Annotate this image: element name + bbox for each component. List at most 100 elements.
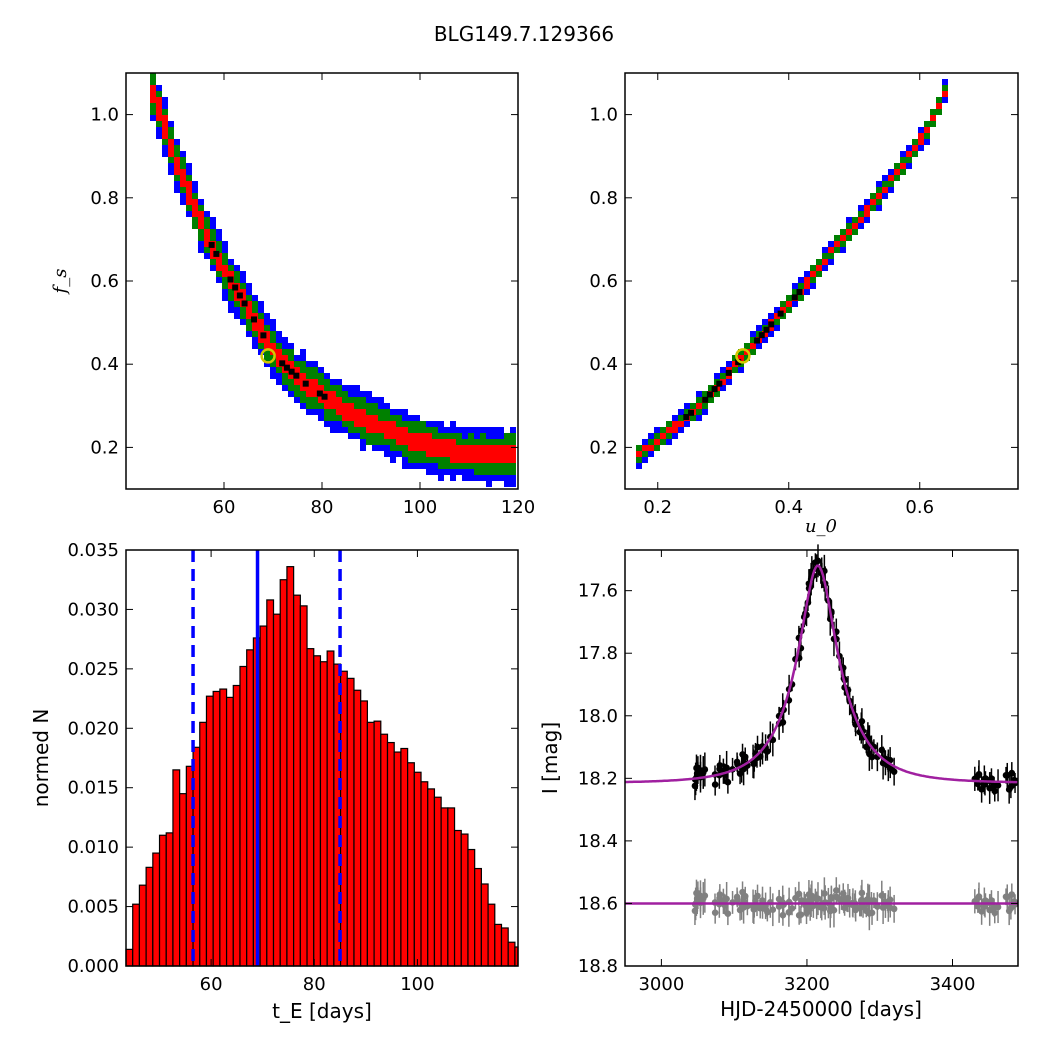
contour-cell-1sigma (408, 445, 414, 451)
contour-cell-3sigma (282, 337, 288, 343)
contour-cell-2sigma (180, 163, 186, 169)
residual-point (868, 909, 876, 917)
contour-cell-3sigma (702, 409, 708, 415)
contour-cell-2sigma (750, 349, 756, 355)
contour-cell-1sigma (456, 457, 462, 463)
contour-cell-1sigma (258, 337, 264, 343)
contour-cell-3sigma (210, 217, 216, 223)
contour-cell-3sigma (270, 325, 276, 331)
contour-cell-3sigma (258, 301, 264, 307)
contour-cell-3sigma (510, 481, 516, 487)
contour-cell-2sigma (390, 415, 396, 421)
contour-cell-2sigma (480, 439, 486, 445)
contour-cell-3sigma (888, 187, 894, 193)
contour-cell-1sigma (810, 271, 816, 277)
contour-cell-1sigma (672, 421, 678, 427)
contour-cell-3sigma (330, 427, 336, 433)
contour-cell-1sigma (192, 205, 198, 211)
contour-cell-2sigma (816, 271, 822, 277)
contour-cell-2sigma (384, 409, 390, 415)
contour-cell-3sigma (414, 463, 420, 469)
contour-cell-3sigma (300, 403, 306, 409)
contour-cell-3sigma (450, 427, 456, 433)
contour-cell-2sigma (852, 217, 858, 223)
contour-cell-1sigma (888, 175, 894, 181)
contour-cell-3sigma (156, 133, 162, 139)
contour-cell-2sigma (432, 427, 438, 433)
sample-cell (279, 360, 286, 367)
contour-cell-3sigma (924, 139, 930, 145)
contour-cell-2sigma (180, 187, 186, 193)
histogram-bar (467, 848, 476, 967)
contour-cell-1sigma (912, 145, 918, 151)
contour-cell-1sigma (474, 457, 480, 463)
histogram-bar (447, 807, 456, 967)
contour-cell-2sigma (498, 469, 504, 475)
contour-cell-1sigma (186, 187, 192, 193)
contour-cell-3sigma (444, 427, 450, 433)
contour-cell-2sigma (198, 235, 204, 241)
y-tick-label: 17.8 (578, 643, 618, 664)
data-point (711, 781, 719, 788)
contour-cell-3sigma (384, 445, 390, 451)
sample-cell (260, 332, 267, 339)
contour-cell-1sigma (276, 355, 282, 361)
contour-cell-3sigma (762, 337, 768, 343)
x-axis-label: HJD-2450000 [days] (720, 997, 922, 1021)
contour-cell-1sigma (348, 415, 354, 421)
histogram-bar (293, 594, 301, 967)
contour-cell-3sigma (228, 259, 234, 265)
residual-point (978, 908, 985, 915)
contour-cell-2sigma (372, 433, 378, 439)
y-tick-label: 0.030 (67, 599, 119, 620)
histogram-bar (266, 599, 275, 967)
contour-cell-2sigma (324, 379, 330, 385)
contour-cell-3sigma (498, 427, 504, 433)
contour-cell-1sigma (336, 409, 342, 415)
contour-cell-3sigma (276, 337, 282, 343)
contour-cell-1sigma (768, 325, 774, 331)
x-tick-label: 0.6 (905, 497, 934, 518)
contour-cell-1sigma (930, 115, 936, 121)
contour-cell-2sigma (282, 349, 288, 355)
histogram-bar (413, 771, 422, 967)
y-tick-label: 0.000 (67, 956, 119, 977)
contour-cell-2sigma (402, 451, 408, 457)
contour-cell-2sigma (246, 319, 252, 325)
contour-cell-2sigma (276, 367, 282, 373)
contour-cell-3sigma (222, 295, 228, 301)
contour-cell-2sigma (774, 319, 780, 325)
contour-cell-2sigma (894, 163, 900, 169)
panel-top-left-heatmap (150, 73, 516, 487)
histogram-bar (165, 832, 174, 967)
contour-cell-1sigma (774, 313, 780, 319)
contour-cell-2sigma (228, 295, 234, 301)
residual-point (844, 894, 852, 902)
contour-cell-1sigma (306, 385, 312, 391)
contour-cell-1sigma (402, 427, 408, 433)
contour-cell-2sigma (150, 109, 156, 115)
contour-cell-2sigma (420, 427, 426, 433)
contour-cell-3sigma (222, 241, 228, 247)
residual-point (1008, 891, 1016, 898)
contour-cell-2sigma (690, 403, 696, 409)
contour-cell-2sigma (486, 469, 492, 475)
contour-cell-2sigma (300, 367, 306, 373)
contour-cell-2sigma (654, 445, 660, 451)
contour-cell-3sigma (672, 415, 678, 421)
contour-cell-3sigma (798, 277, 804, 283)
contour-cell-3sigma (810, 283, 816, 289)
contour-cell-1sigma (858, 217, 864, 223)
contour-cell-1sigma (780, 307, 786, 313)
contour-cell-2sigma (900, 169, 906, 175)
contour-cell-1sigma (366, 427, 372, 433)
contour-cell-1sigma (174, 163, 180, 169)
contour-cell-2sigma (288, 355, 294, 361)
residual-point (711, 909, 719, 916)
contour-cell-2sigma (252, 301, 258, 307)
residual-point (741, 892, 749, 900)
contour-cell-1sigma (192, 199, 198, 205)
contour-cell-2sigma (708, 397, 714, 403)
contour-cell-3sigma (438, 469, 444, 475)
contour-cell-3sigma (378, 445, 384, 451)
